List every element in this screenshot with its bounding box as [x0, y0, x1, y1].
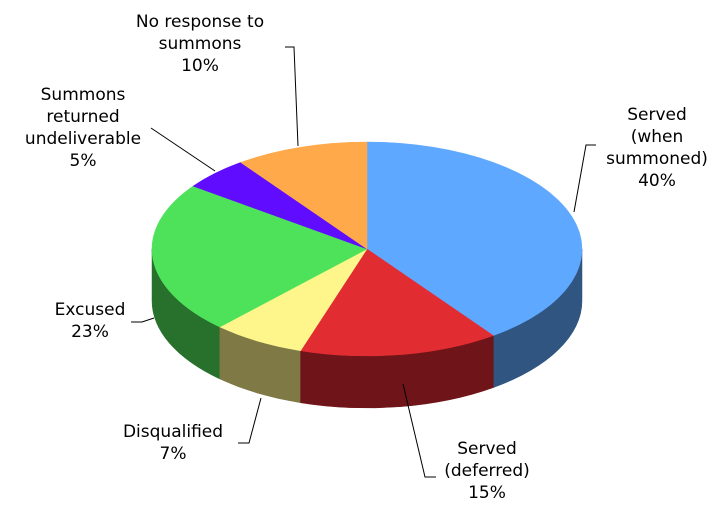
slice-label-line: (when: [631, 127, 684, 147]
pie-sides: [151, 248, 583, 409]
slice-label-excused: Excused 23%: [55, 300, 126, 342]
leader-line-excused: [131, 317, 155, 323]
slice-label-line: returned: [46, 107, 119, 127]
slice-label-line: Disqualified: [123, 422, 223, 442]
slice-percent-no-response-to-summons: 10%: [181, 56, 219, 76]
slice-label-line: undeliverable: [25, 129, 141, 149]
slice-label-no-response-to-summons: No response to summons 10%: [136, 12, 264, 76]
slice-label-line: Served: [457, 439, 517, 459]
slice-label-line: Summons: [41, 85, 126, 105]
pie-slice-served-when-summoned: [366, 141, 583, 336]
slice-label-line: (deferred): [444, 461, 530, 481]
leader-line-served-deferred: [402, 383, 436, 478]
leader-line-no-response-to-summons: [285, 46, 299, 147]
leader-line-served-when-summoned: [573, 144, 596, 213]
slice-percent-served-deferred: 15%: [468, 483, 506, 503]
slice-label-line: summons: [159, 34, 242, 54]
slice-percent-summons-returned-undeliverable: 5%: [70, 151, 97, 171]
pie-slice-served-deferred: [300, 248, 494, 357]
leader-line-disqualified: [238, 397, 262, 444]
pie-slices: [151, 141, 583, 357]
slice-percent-disqualified: 7%: [160, 444, 187, 464]
slice-label-served-deferred: Served (deferred) 15%: [444, 439, 530, 503]
slice-label-line: Excused: [55, 300, 126, 320]
leader-lines: [131, 46, 596, 478]
slice-label-line: summoned): [606, 149, 708, 169]
slice-label-disqualified: Disqualified 7%: [123, 422, 223, 464]
slice-percent-served-when-summoned: 40%: [638, 171, 676, 191]
pie-slice-no-response-to-summons: [240, 141, 368, 250]
slice-label-line: No response to: [136, 12, 264, 32]
slice-percent-excused: 23%: [71, 322, 109, 342]
pie-slice-excused: [151, 185, 368, 328]
slice-label-served-when-summoned: Served (when summoned) 40%: [606, 105, 708, 191]
slice-labels: Served (when summoned) 40%Served (deferred) 1…: [25, 12, 708, 503]
slice-label-summons-returned-undeliverable: Summons returned undeliverable 5%: [25, 85, 141, 171]
slice-label-line: Served: [627, 105, 687, 125]
leader-line-summons-returned-undeliverable: [150, 127, 216, 172]
